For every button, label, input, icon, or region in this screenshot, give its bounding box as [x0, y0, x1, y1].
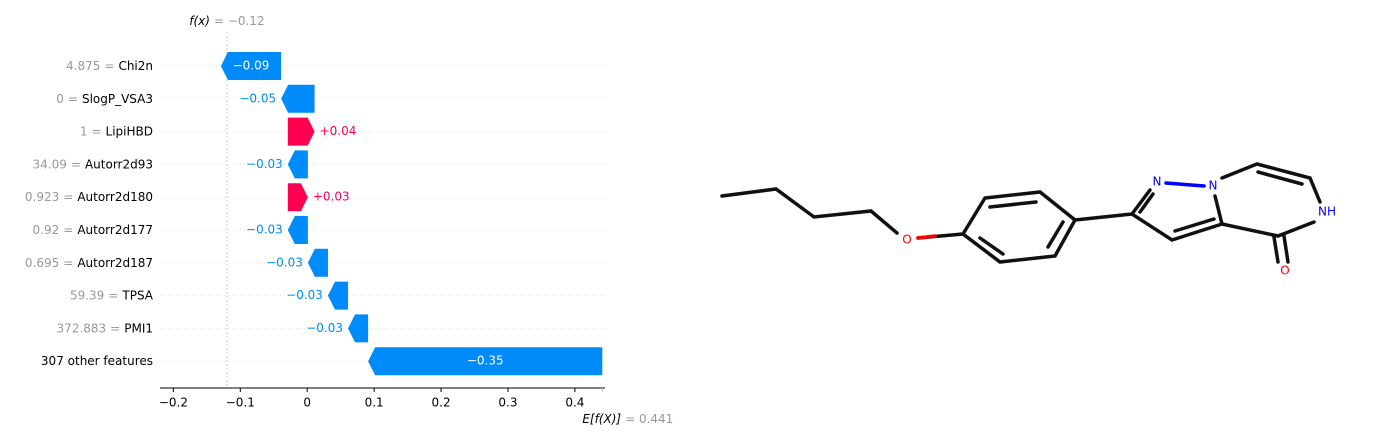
- feature-value: 4.875: [66, 59, 100, 73]
- value-label: −0.03: [306, 321, 343, 335]
- bond: [1164, 181, 1206, 188]
- x-tick-label: 0.2: [432, 396, 451, 410]
- atom-label: NH: [1318, 205, 1336, 219]
- bond: [916, 234, 937, 240]
- final-text: = −0.12: [214, 14, 265, 28]
- feature-label: 0.92 = Autorr2d177: [33, 223, 153, 237]
- feature-name: Autorr2d93: [85, 157, 153, 171]
- feature-name: Autorr2d187: [77, 255, 153, 269]
- feature-name: Chi2n: [118, 59, 153, 73]
- feature-label: 372.883 = PMI1: [57, 321, 153, 335]
- separator: =: [91, 124, 101, 138]
- bond: [978, 236, 1005, 256]
- bond: [1220, 162, 1322, 204]
- separator: =: [63, 223, 73, 237]
- value-label: +0.03: [313, 190, 350, 204]
- bar: [281, 84, 315, 113]
- value-label: −0.03: [286, 288, 323, 302]
- feature-label: 1 = LipiHBD: [80, 124, 153, 138]
- base-text: E[f(X)]: [582, 412, 621, 426]
- feature-value: 1: [80, 124, 88, 138]
- bond: [1256, 170, 1304, 186]
- final-text: f(x): [189, 14, 210, 28]
- bond: [1220, 220, 1316, 238]
- separator: =: [104, 59, 114, 73]
- atom-label: O: [902, 233, 911, 247]
- bar: [348, 314, 369, 343]
- feature-label: 307 other features: [41, 354, 153, 368]
- x-tick-label: −0.2: [159, 396, 188, 410]
- feature-value: 372.883: [57, 321, 107, 335]
- x-tick-label: 0.1: [365, 396, 384, 410]
- feature-label: 59.39 = TPSA: [70, 288, 154, 302]
- feature-label: 0 = SlogP_VSA3: [56, 91, 153, 105]
- bond: [1173, 217, 1216, 233]
- atom-label: N: [1209, 179, 1218, 193]
- feature-name: PMI1: [124, 321, 153, 335]
- feature-name: 307 other features: [41, 354, 153, 368]
- separator: =: [108, 288, 118, 302]
- separator: =: [71, 157, 81, 171]
- base-label: E[f(X)] = 0.441: [582, 412, 673, 426]
- bond: [1272, 235, 1280, 264]
- feature-value: 0.923: [25, 190, 59, 204]
- bar: [287, 216, 308, 244]
- value-label: −0.35: [467, 354, 504, 368]
- bar: [307, 248, 328, 277]
- value-label: −0.03: [266, 255, 303, 269]
- value-label: +0.04: [320, 124, 357, 138]
- bond: [988, 200, 1038, 209]
- feature-value: 59.39: [70, 288, 104, 302]
- feature-name: Autorr2d177: [77, 223, 153, 237]
- bar: [327, 281, 349, 310]
- x-tick-label: 0: [303, 396, 311, 410]
- feature-name: TPSA: [121, 288, 153, 302]
- feature-label: 4.875 = Chi2n: [66, 59, 153, 73]
- value-label: −0.03: [246, 223, 283, 237]
- feature-value: 0: [56, 91, 64, 105]
- bar: [287, 117, 315, 146]
- bar: [368, 347, 603, 376]
- feature-label: 34.09 = Autorr2d93: [33, 157, 153, 171]
- molecule: O N N NH O: [720, 162, 1336, 278]
- separator: =: [68, 91, 78, 105]
- x-tick-label: −0.1: [226, 396, 255, 410]
- value-label: −0.09: [233, 59, 270, 73]
- final-label: f(x) = −0.12: [189, 14, 264, 28]
- feature-name: SlogP_VSA3: [82, 91, 153, 105]
- bar: [287, 183, 308, 212]
- bar: [287, 150, 308, 179]
- feature-label: 0.695 = Autorr2d187: [25, 255, 153, 269]
- separator: =: [110, 321, 120, 335]
- feature-label: 0.923 = Autorr2d180: [25, 190, 153, 204]
- value-label: −0.05: [239, 91, 276, 105]
- bond: [720, 187, 899, 235]
- value-label: −0.03: [246, 157, 283, 171]
- atom-label: N: [1153, 175, 1162, 189]
- feature-value: 0.695: [25, 255, 59, 269]
- base-text: = 0.441: [625, 412, 673, 426]
- separator: =: [63, 190, 73, 204]
- bond: [1129, 188, 1225, 242]
- feature-name: LipiHBD: [106, 124, 153, 138]
- bond: [1138, 192, 1155, 214]
- x-tick-label: 0.3: [498, 396, 517, 410]
- atom-label: O: [1280, 264, 1289, 278]
- separator: =: [63, 255, 73, 269]
- bond: [1046, 220, 1065, 249]
- bond: [1282, 234, 1290, 264]
- feature-name: Autorr2d180: [77, 190, 153, 204]
- bar: [220, 52, 282, 80]
- x-tick-label: 0.4: [565, 396, 584, 410]
- bond: [1073, 212, 1134, 222]
- feature-value: 34.09: [33, 157, 67, 171]
- feature-value: 0.92: [33, 223, 60, 237]
